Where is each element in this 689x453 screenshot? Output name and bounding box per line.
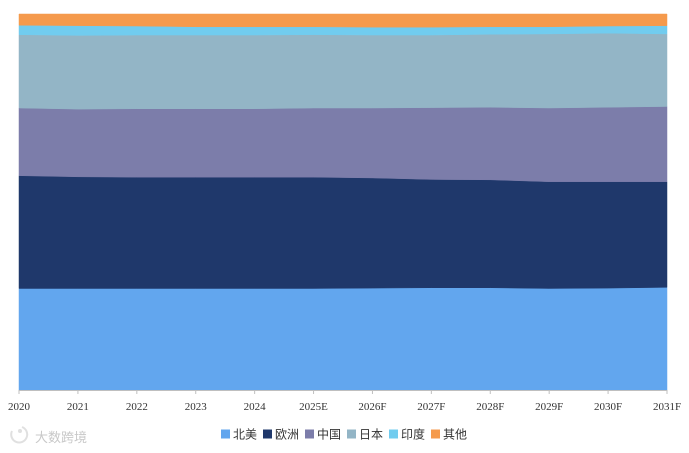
- legend-item-4[interactable]: 印度: [389, 427, 425, 442]
- legend-item-5[interactable]: 其他: [431, 428, 467, 442]
- x-tick-label: 2029F: [535, 401, 563, 413]
- area-series-3: [18, 32, 668, 110]
- x-tick-label: 2027F: [417, 401, 445, 413]
- x-tick-label: 2030F: [594, 401, 622, 413]
- x-tick-label: 2031F: [653, 401, 681, 413]
- legend-label: 中国: [317, 427, 341, 442]
- legend-label: 北美: [233, 428, 257, 442]
- area-series-1: [18, 175, 668, 289]
- x-tick-label: 2028F: [476, 401, 504, 413]
- legend-item-2[interactable]: 中国: [305, 427, 341, 442]
- x-tick-label: 2026F: [358, 401, 386, 413]
- legend-label: 欧洲: [275, 428, 299, 442]
- x-tick-label: 2021: [67, 401, 89, 413]
- legend-swatch: [347, 429, 356, 439]
- watermark-text: 大数跨境: [35, 431, 87, 446]
- legend-swatch: [389, 429, 398, 439]
- x-tick-label: 2024: [244, 401, 267, 413]
- watermark-logo-icon: [10, 426, 29, 444]
- legend-label: 日本: [359, 428, 383, 442]
- area-series-0: [18, 287, 668, 391]
- x-tick-label: 2025E: [299, 401, 328, 413]
- legend-item-1[interactable]: 欧洲: [263, 428, 299, 442]
- legend-item-3[interactable]: 日本: [347, 428, 383, 442]
- legend-item-0[interactable]: 北美: [221, 428, 257, 442]
- legend-label: 印度: [401, 427, 425, 442]
- area-series-2: [18, 106, 668, 182]
- legend-label: 其他: [443, 428, 467, 442]
- legend-swatch: [263, 429, 272, 439]
- legend-swatch: [221, 429, 230, 439]
- x-tick-label: 2022: [126, 401, 148, 413]
- x-axis-ticks: 2020 2021 2022 2023 2024 2025E 2026F 2027F 2028F…: [8, 390, 681, 413]
- legend: 北美 欧洲 中国 日本 印度 其他: [221, 427, 467, 442]
- x-tick-label: 2023: [185, 401, 208, 413]
- legend-swatch: [431, 429, 440, 439]
- x-tick-label: 2020: [8, 401, 31, 413]
- legend-swatch: [305, 429, 314, 439]
- area-series-5: [18, 13, 668, 28]
- watermark: 大数跨境: [10, 426, 87, 446]
- area-series-group: [18, 13, 668, 391]
